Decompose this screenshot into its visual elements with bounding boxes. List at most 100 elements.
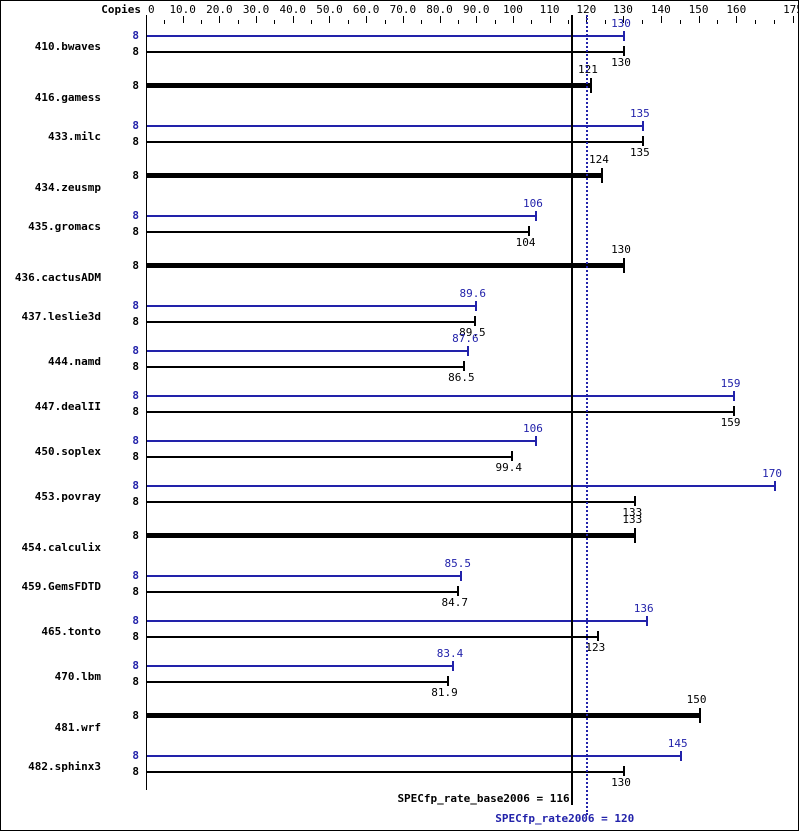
benchmark-name-label: 470.lbm: [54, 670, 101, 683]
benchmark-name-label: 481.wrf: [54, 721, 101, 734]
bar-cap-peak: [534, 211, 537, 221]
bar-base: [147, 51, 624, 53]
bar-cap-peak: [459, 571, 462, 581]
bar-base: [147, 456, 512, 458]
copies-value-peak: 8: [132, 614, 139, 627]
copies-value-peak: 8: [132, 749, 139, 762]
x-axis-minor-tick: [494, 20, 496, 24]
x-axis-major-tick: [698, 16, 700, 23]
x-axis-major-tick: [736, 16, 738, 23]
x-axis-minor-tick: [604, 20, 606, 24]
copies-value-base: 8: [132, 135, 139, 148]
copies-value-base: 8: [132, 675, 139, 688]
x-axis-tick-label: 140: [650, 3, 671, 16]
x-axis-tick-label: 50.0: [316, 3, 343, 16]
bar-cap-base: [463, 361, 466, 371]
copies-value-peak: 8: [132, 659, 139, 672]
bar-cap-base: [623, 258, 625, 273]
bar-cap-peak: [679, 751, 682, 761]
bar-value-label-base: 89.5: [459, 326, 486, 339]
bar-base: [147, 173, 602, 178]
bar-value-label-base: 130: [611, 243, 631, 256]
benchmark-name-label: 453.povray: [34, 490, 101, 503]
benchmark-name-label: 482.sphinx3: [28, 760, 101, 773]
bar-cap-peak: [645, 616, 648, 626]
bar-cap-peak: [774, 481, 777, 491]
copies-value-base: 8: [132, 529, 139, 542]
x-axis-minor-tick: [567, 20, 569, 24]
bar-cap-base: [600, 168, 603, 183]
bar-peak: [147, 440, 536, 442]
bar-value-label-peak: 136: [633, 602, 654, 615]
bar-base: [147, 366, 465, 368]
benchmark-name-label: 465.tonto: [41, 625, 101, 638]
x-axis-minor-tick: [274, 20, 276, 24]
x-axis-minor-tick: [384, 20, 386, 24]
x-axis-minor-tick: [421, 20, 423, 24]
bar-value-label-base: 99.4: [495, 461, 522, 474]
copies-value-peak: 8: [132, 299, 139, 312]
copies-column-header: Copies: [101, 3, 141, 16]
benchmark-name-label: 416.gamess: [34, 91, 101, 104]
copies-value-peak: 8: [132, 209, 139, 222]
bar-value-label-base: 84.7: [441, 596, 469, 609]
x-axis-major-tick: [256, 16, 258, 23]
benchmark-name-label: 459.GemsFDTD: [21, 580, 101, 593]
bar-cap-base: [634, 528, 637, 543]
bar-cap-base: [698, 708, 701, 723]
x-axis-minor-tick: [641, 20, 643, 24]
copies-value-base: 8: [132, 360, 139, 373]
x-axis-major-tick: [292, 16, 294, 23]
bar-base: [147, 681, 448, 683]
copies-value-peak: 8: [132, 389, 139, 402]
x-axis-minor-tick: [347, 20, 349, 24]
x-axis-minor-tick: [531, 20, 533, 24]
benchmark-name-label: 434.zeusmp: [34, 181, 101, 194]
bar-base: [147, 141, 643, 143]
copies-value-peak: 8: [132, 569, 139, 582]
x-axis-tick-label: 0: [148, 3, 155, 16]
bar-cap-peak: [452, 661, 454, 671]
x-axis-minor-tick: [457, 20, 459, 24]
bar-value-label-peak: 106: [523, 197, 543, 210]
bar-peak: [147, 665, 453, 667]
copies-value-peak: 8: [132, 119, 139, 132]
copies-value-base: 8: [132, 225, 139, 238]
x-axis-tick-label: 40.0: [279, 3, 307, 16]
axis-origin-line: [146, 15, 147, 790]
copies-value-base: 8: [132, 169, 139, 182]
x-axis-tick-label: 150: [688, 3, 709, 16]
copies-value-base: 8: [132, 709, 139, 722]
bar-base: [147, 231, 529, 233]
bar-value-label-peak: 106: [523, 422, 543, 435]
x-axis-major-tick: [329, 16, 331, 23]
bar-value-label-base: 130: [611, 56, 631, 69]
bar-value-label-peak: 145: [667, 737, 688, 750]
copies-value-base: 8: [132, 495, 139, 508]
x-axis-minor-tick: [164, 20, 166, 24]
x-axis-tick-label: 20.0: [206, 3, 233, 16]
bar-peak: [147, 485, 776, 487]
bar-peak: [147, 755, 681, 757]
x-axis-major-tick: [660, 16, 662, 23]
bar-peak: [147, 395, 734, 397]
peak-reference-line: [586, 15, 589, 815]
copies-value-peak: 8: [132, 434, 139, 447]
bar-cap-base: [589, 78, 592, 93]
x-axis-minor-tick: [774, 20, 776, 24]
bar-value-label-base: 130: [611, 776, 631, 789]
copies-value-base: 8: [132, 765, 139, 778]
copies-value-peak: 8: [132, 479, 139, 492]
bar-value-label-base: 159: [720, 416, 741, 429]
plot-area: 410.bwaves 8 8 130 130 416.gamess 8 121 433.milc…: [1, 17, 798, 793]
benchmark-name-label: 444.namd: [48, 355, 101, 368]
bar-base: [147, 636, 599, 638]
benchmark-name-label: 436.cactusADM: [14, 271, 101, 284]
bar-value-label-peak: 89.6: [459, 287, 487, 300]
copies-value-peak: 8: [132, 29, 139, 42]
benchmark-name-label: 450.soplex: [34, 445, 101, 458]
bar-value-label-base: 133: [622, 506, 643, 519]
bar-value-label-base: 133: [622, 513, 643, 526]
bar-peak: [147, 215, 536, 217]
